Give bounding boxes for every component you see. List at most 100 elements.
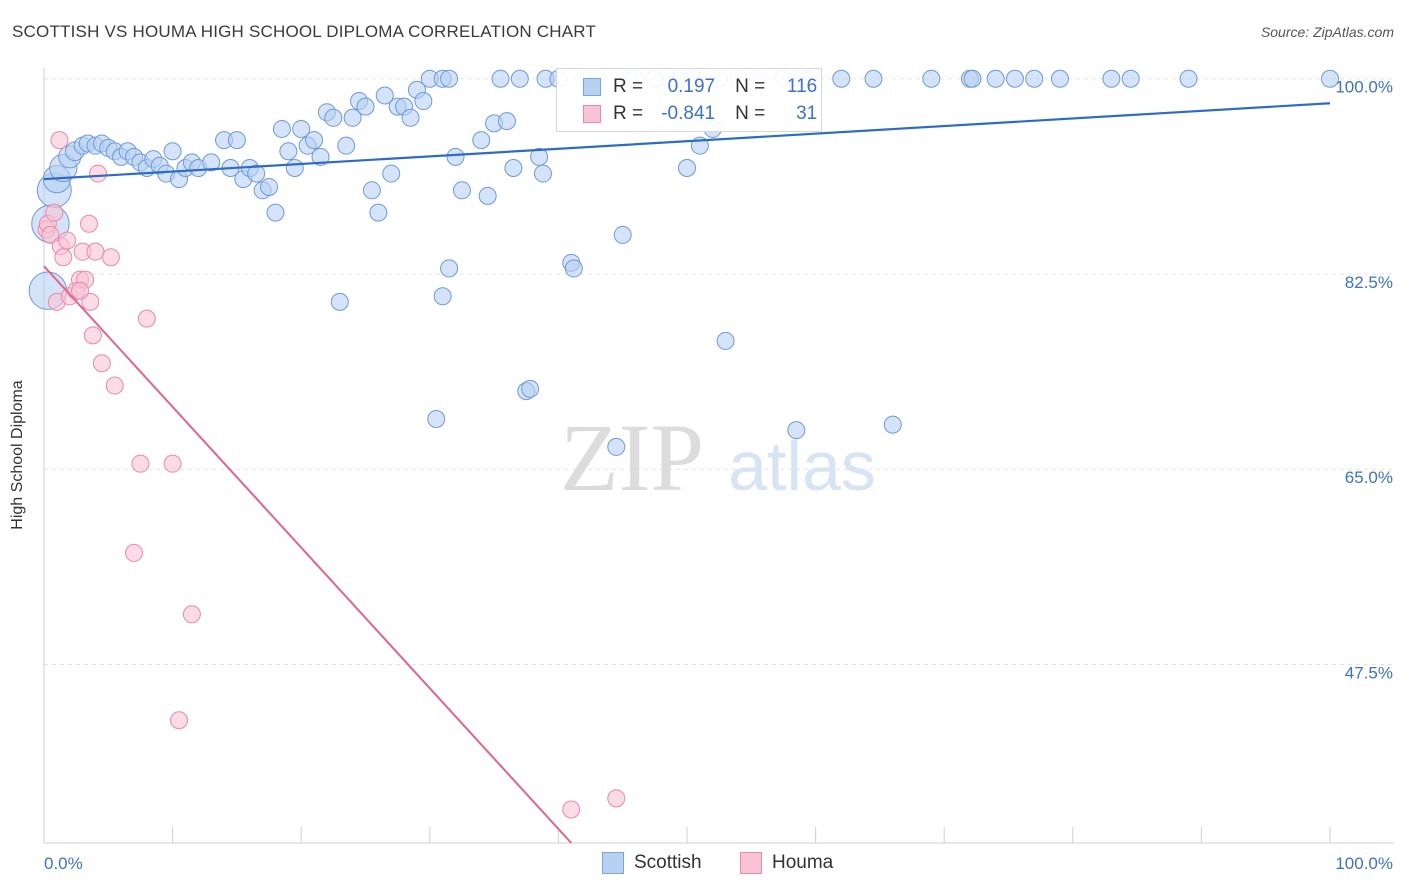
houma-point bbox=[80, 214, 99, 233]
houma-point bbox=[92, 354, 111, 373]
scottish-legend-swatch bbox=[602, 852, 624, 874]
scottish-point bbox=[260, 177, 279, 196]
houma-point bbox=[105, 376, 124, 395]
scottish-point bbox=[607, 437, 626, 456]
y-tick-label: 82.5% bbox=[1345, 273, 1393, 292]
scottish-point bbox=[1321, 69, 1339, 88]
scottish-point bbox=[530, 147, 549, 166]
houma-point bbox=[71, 281, 90, 300]
scottish-point bbox=[247, 164, 266, 183]
y-tick-label: 47.5% bbox=[1345, 663, 1393, 682]
stats-box: R = 0.197 N = 116 R = -0.841 N = 31 bbox=[556, 68, 822, 132]
scottish-point bbox=[440, 69, 459, 88]
scottish-point bbox=[510, 69, 529, 88]
scottish-point bbox=[1102, 69, 1121, 88]
scottish-point bbox=[986, 69, 1005, 88]
scottish-point bbox=[472, 131, 491, 150]
scottish-point bbox=[787, 421, 806, 440]
scottish-point bbox=[292, 119, 311, 138]
scottish-point bbox=[375, 86, 394, 105]
scottish-point bbox=[324, 108, 343, 127]
scottish-point bbox=[1121, 69, 1140, 88]
houma-legend-swatch bbox=[740, 852, 762, 874]
scottish-point bbox=[362, 181, 381, 200]
r-label: R = bbox=[613, 103, 644, 124]
scottish-point bbox=[864, 69, 883, 88]
scottish-point bbox=[433, 287, 452, 306]
legend-item-scottish[interactable]: Scottish bbox=[602, 852, 702, 874]
scottish-swatch bbox=[583, 78, 601, 96]
houma-point bbox=[163, 454, 182, 473]
scottish-point bbox=[202, 153, 221, 172]
scottish-point bbox=[401, 108, 420, 127]
r-value: 0.197 bbox=[667, 76, 716, 97]
houma-point bbox=[182, 605, 201, 624]
y-tick-label: 100.0% bbox=[1335, 78, 1393, 97]
scottish-point bbox=[491, 69, 510, 88]
scottish-point bbox=[922, 69, 941, 88]
scottish-point bbox=[716, 331, 735, 350]
watermark-zip: ZIP bbox=[560, 404, 704, 511]
scottish-point bbox=[163, 142, 182, 161]
scottish-point bbox=[497, 112, 516, 131]
houma-point bbox=[58, 231, 77, 250]
houma-point bbox=[83, 326, 102, 345]
scottish-point bbox=[272, 119, 291, 138]
scottish-point bbox=[478, 186, 497, 205]
x-tick-label: 0.0% bbox=[44, 854, 83, 873]
houma-point bbox=[54, 248, 73, 267]
scottish-point bbox=[1005, 69, 1024, 88]
legend-item-houma[interactable]: Houma bbox=[740, 852, 833, 874]
r-value: -0.841 bbox=[661, 103, 716, 124]
scottish-trend-line bbox=[43, 102, 1331, 181]
houma-point bbox=[562, 800, 581, 819]
scottish-point bbox=[452, 181, 471, 200]
scottish-point bbox=[678, 158, 696, 177]
trend-lines bbox=[43, 102, 1331, 844]
scottish-point bbox=[356, 97, 375, 116]
scottish-point bbox=[305, 131, 324, 150]
scottish-point bbox=[330, 292, 349, 311]
houma-point bbox=[86, 242, 105, 261]
legend-label-scottish: Scottish bbox=[634, 852, 702, 873]
scottish-point bbox=[533, 164, 552, 183]
scottish-point bbox=[227, 131, 246, 150]
stats-row-scottish: R = 0.197 N = 116 bbox=[557, 74, 817, 100]
scottish-point bbox=[963, 69, 982, 88]
stats-row-houma: R = -0.841 N = 31 bbox=[557, 101, 817, 127]
houma-points bbox=[37, 131, 626, 819]
houma-point bbox=[170, 711, 189, 730]
houma-swatch bbox=[583, 105, 601, 123]
scottish-point bbox=[564, 259, 583, 278]
scottish-point bbox=[285, 158, 304, 177]
houma-point bbox=[89, 164, 108, 183]
scottish-point bbox=[883, 415, 902, 434]
scottish-point bbox=[382, 164, 401, 183]
n-label: N = bbox=[735, 76, 766, 97]
r-label: R = bbox=[613, 76, 644, 97]
x-tick-label: 100.0% bbox=[1335, 854, 1393, 873]
scottish-point bbox=[369, 203, 388, 222]
tick-labels: 100.0% 82.5% 65.0% 47.5% 0.0% 100.0% bbox=[44, 78, 1393, 873]
houma-point bbox=[45, 203, 64, 222]
n-value: 116 bbox=[786, 76, 818, 97]
scottish-point bbox=[279, 142, 298, 161]
scottish-point bbox=[446, 147, 465, 166]
houma-point bbox=[50, 131, 69, 150]
scottish-point bbox=[1025, 69, 1044, 88]
scottish-point bbox=[613, 225, 632, 244]
houma-point bbox=[137, 309, 156, 328]
scottish-point bbox=[311, 147, 330, 166]
houma-point bbox=[101, 248, 120, 267]
scottish-point bbox=[832, 69, 851, 88]
houma-point bbox=[41, 225, 60, 244]
houma-point bbox=[125, 543, 144, 562]
scottish-point bbox=[1179, 69, 1198, 88]
n-label: N = bbox=[735, 103, 766, 124]
scottish-point bbox=[266, 203, 285, 222]
scottish-point bbox=[337, 136, 356, 155]
scottish-point bbox=[1050, 69, 1069, 88]
y-tick-label: 65.0% bbox=[1345, 468, 1393, 487]
watermark-atlas: atlas bbox=[728, 427, 876, 505]
n-value: 31 bbox=[796, 103, 818, 124]
